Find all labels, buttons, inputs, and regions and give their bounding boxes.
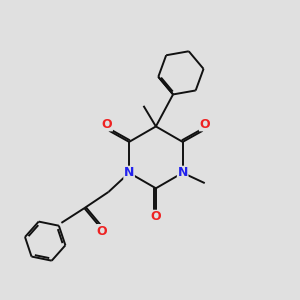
Text: O: O <box>200 118 210 131</box>
Text: O: O <box>151 210 161 223</box>
Text: N: N <box>124 166 134 179</box>
Text: O: O <box>97 225 107 238</box>
Text: N: N <box>178 166 188 179</box>
Text: O: O <box>102 118 112 131</box>
